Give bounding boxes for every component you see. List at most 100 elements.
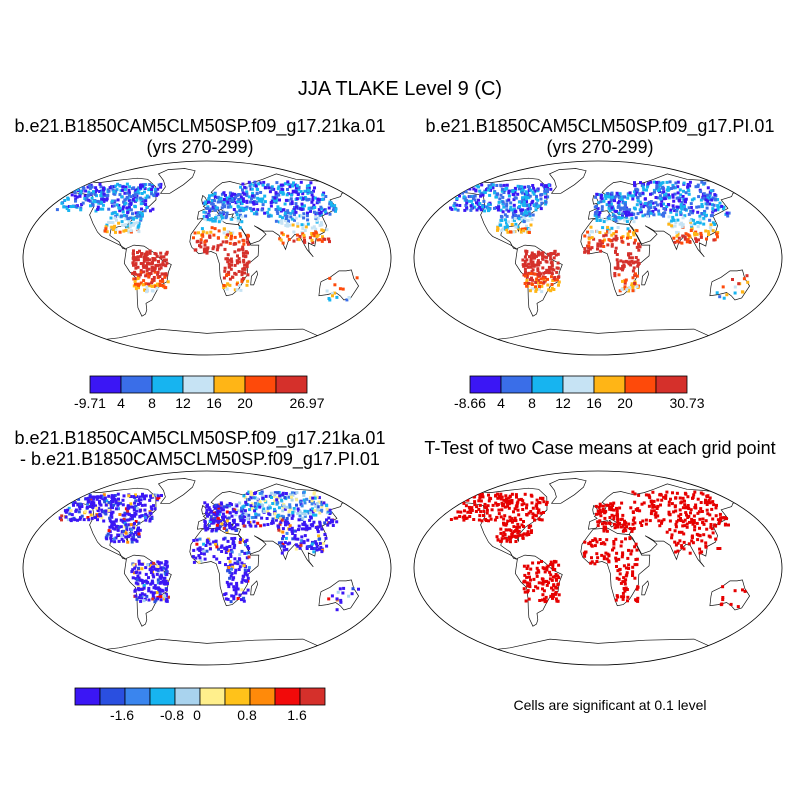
lake-cell [87, 496, 91, 500]
lake-cell [525, 195, 529, 199]
lake-cell [525, 275, 529, 279]
lake-cell [518, 205, 522, 208]
lake-cell [102, 519, 106, 523]
lake-cell [329, 202, 333, 205]
lake-cell [477, 499, 481, 503]
lake-cell [281, 493, 285, 497]
lake-cell [238, 260, 242, 264]
lake-cell [233, 263, 237, 267]
lake-cell [682, 532, 686, 536]
lake-cell [289, 183, 293, 187]
lake-cell [595, 540, 599, 544]
lake-cell [251, 194, 254, 198]
lake-cell [494, 206, 498, 210]
lake-cell [259, 491, 263, 495]
lake-cell [636, 198, 640, 202]
lake-cell [692, 218, 696, 222]
lake-cell [516, 508, 520, 512]
lake-cell [500, 508, 504, 512]
lake-cell [725, 293, 729, 297]
lake-cell [654, 515, 658, 519]
lake-cell [288, 503, 292, 507]
lake-cell [479, 191, 483, 195]
lake-cell [303, 204, 306, 208]
lake-cell [212, 233, 216, 237]
panel1-title-line1: b.e21.B1850CAM5CLM50SP.f09_g17.21ka.01 [14, 116, 386, 136]
lake-cell [229, 199, 232, 203]
lake-cell [122, 539, 125, 543]
lake-cell [115, 218, 118, 222]
lake-cell [466, 510, 470, 514]
lake-cell [148, 510, 152, 514]
lake-cell [131, 256, 135, 260]
lake-cell [271, 520, 275, 524]
lake-cell [238, 226, 242, 230]
lake-cell [632, 206, 636, 210]
lake-cell [149, 590, 153, 594]
lake-cell [246, 279, 250, 283]
lake-cell [521, 499, 525, 503]
lake-cell [295, 197, 299, 201]
lake-cell [595, 560, 599, 563]
lake-cell [228, 576, 232, 580]
lake-cell [238, 565, 242, 569]
lake-cell [134, 512, 138, 516]
lake-cell [598, 508, 602, 512]
colorbar-tick-label: 26.97 [289, 395, 324, 411]
lake-cell [699, 198, 703, 202]
lake-cell [554, 590, 558, 594]
lake-cell [529, 257, 533, 261]
lake-cell [608, 192, 612, 196]
lake-cell [208, 209, 212, 213]
lake-cell [297, 187, 301, 191]
lake-cell [471, 197, 475, 200]
lake-cell [119, 518, 123, 522]
lake-cell [499, 515, 503, 519]
lake-cell [206, 540, 210, 544]
lake-cell [319, 221, 323, 225]
lake-cell [290, 491, 294, 495]
lake-cell [618, 506, 622, 510]
lake-cell [519, 228, 523, 231]
lake-cell [623, 279, 627, 283]
lake-cell [159, 595, 163, 599]
lake-cell [229, 267, 233, 271]
lake-cell [266, 211, 270, 215]
lake-cell [300, 223, 304, 227]
lake-cell [614, 246, 618, 250]
lake-cell [617, 195, 621, 199]
lake-cell [203, 243, 207, 247]
lake-cell [609, 202, 613, 206]
lake-cell [213, 195, 217, 199]
lake-cell [714, 514, 718, 518]
lake-cell [529, 578, 532, 582]
lake-cell [155, 254, 159, 258]
lake-cell [283, 182, 287, 186]
lake-cell [224, 284, 228, 288]
lake-cell [690, 198, 694, 202]
lake-cell [222, 505, 226, 509]
lake-cell [736, 605, 740, 609]
lake-cell [88, 510, 92, 514]
lake-cell [603, 194, 607, 198]
lake-cell [296, 512, 300, 516]
lake-cell [216, 236, 220, 240]
lake-cell [211, 203, 215, 206]
lake-cell [148, 249, 152, 253]
lake-cell [622, 263, 626, 267]
lake-cell [312, 492, 316, 496]
lake-cell [714, 506, 718, 510]
lake-cell [240, 598, 243, 602]
lake-cell [203, 524, 207, 527]
lake-cell [551, 568, 555, 572]
lake-cell [256, 188, 260, 191]
lake-cell [544, 599, 548, 603]
lake-cell [233, 561, 237, 565]
lake-cell [612, 542, 616, 546]
lake-cell [610, 195, 614, 199]
lake-cell [267, 207, 271, 211]
lake-cell [314, 504, 318, 508]
lake-cell [681, 234, 685, 238]
lake-cell [107, 508, 111, 512]
lake-cell [623, 285, 627, 289]
